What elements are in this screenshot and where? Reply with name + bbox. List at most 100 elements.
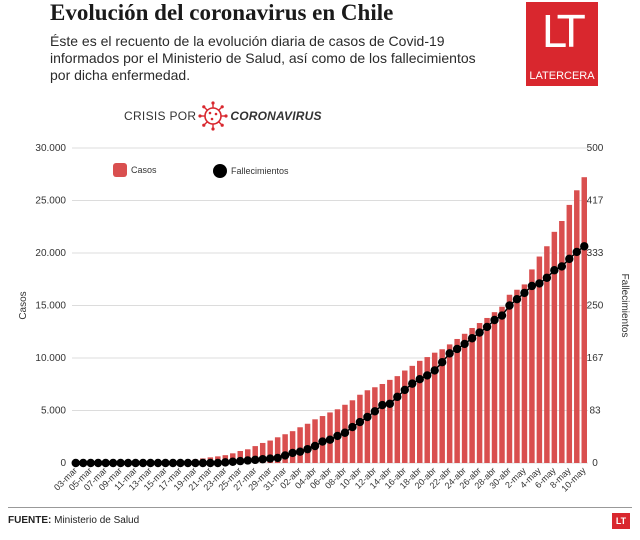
deaths-point bbox=[542, 273, 552, 282]
cases-bar bbox=[581, 177, 587, 463]
deaths-point bbox=[557, 262, 567, 271]
deaths-point bbox=[116, 458, 125, 468]
footer-source-label: FUENTE: bbox=[8, 515, 52, 526]
cases-bar bbox=[566, 204, 573, 463]
cases-bar bbox=[274, 437, 281, 463]
y-tick-label: 5.000 bbox=[41, 406, 66, 417]
legend-label-cases: Casos bbox=[131, 165, 157, 175]
deaths-point bbox=[452, 344, 462, 354]
y2-axis-title: Fallecimientos bbox=[619, 274, 630, 338]
cases-bar bbox=[506, 294, 513, 463]
cases-bar bbox=[551, 231, 558, 463]
cases-bar bbox=[476, 323, 483, 463]
deaths-point bbox=[512, 295, 522, 304]
y-tick-label: 25.000 bbox=[35, 196, 66, 207]
cases-bar bbox=[349, 400, 356, 463]
deaths-point bbox=[430, 366, 439, 375]
deaths-point bbox=[535, 279, 544, 288]
cases-bar bbox=[245, 449, 251, 463]
logo-letters: LT bbox=[541, 7, 584, 58]
footer-source-text: Ministerio de Salud bbox=[51, 515, 140, 526]
footer-logo[interactable]: LT bbox=[612, 513, 630, 529]
cases-bar bbox=[461, 333, 468, 463]
cases-bar bbox=[499, 306, 505, 463]
cases-bar bbox=[514, 289, 520, 463]
deaths-point bbox=[206, 458, 215, 468]
cases-bar bbox=[259, 442, 266, 463]
y2-tick-label: 83 bbox=[589, 406, 601, 417]
deaths-point bbox=[475, 328, 484, 337]
cases-bar bbox=[544, 246, 550, 463]
deaths-point bbox=[550, 266, 559, 275]
deaths-point bbox=[221, 458, 230, 467]
cases-bar bbox=[312, 419, 318, 463]
deaths-point bbox=[497, 311, 507, 320]
deaths-point bbox=[79, 458, 88, 468]
deaths-point bbox=[490, 315, 499, 325]
cases-bar bbox=[402, 370, 408, 463]
cases-bar bbox=[387, 379, 393, 463]
deaths-point bbox=[318, 437, 327, 446]
deaths-point bbox=[251, 455, 260, 465]
deaths-point bbox=[168, 458, 178, 468]
cases-bar bbox=[574, 190, 580, 463]
deaths-point bbox=[191, 458, 200, 468]
deaths-point bbox=[236, 456, 245, 466]
legend-swatch-cases bbox=[113, 163, 127, 177]
deaths-point bbox=[280, 451, 290, 460]
deaths-point bbox=[108, 458, 118, 468]
cases-bar bbox=[439, 349, 445, 463]
y-tick-label: 10.000 bbox=[35, 353, 66, 364]
chart-title: Evolución del coronavirus en Chile bbox=[50, 0, 394, 25]
deaths-point bbox=[153, 458, 163, 468]
cases-bar bbox=[297, 427, 303, 463]
deaths-point bbox=[340, 428, 350, 437]
la-tercera-logo[interactable]: LT LATERCERA bbox=[526, 2, 598, 86]
cases-bar bbox=[267, 440, 273, 463]
cases-deaths-chart: 30.000 25.000 20.000 15.000 10.000 5.000 0 500 4… bbox=[18, 143, 630, 494]
y2-tick-label: 500 bbox=[587, 143, 604, 154]
deaths-point bbox=[415, 375, 424, 384]
cases-bar bbox=[536, 256, 543, 463]
section-tag: CRISIS POR CORONAVIRUS bbox=[124, 101, 322, 131]
deaths-point bbox=[527, 281, 537, 291]
deaths-point bbox=[93, 458, 103, 468]
deaths-point bbox=[101, 458, 110, 468]
deaths-point bbox=[400, 385, 409, 395]
y2-tick-label: 0 bbox=[592, 458, 598, 469]
deaths-point bbox=[467, 334, 477, 343]
deaths-point bbox=[408, 379, 417, 388]
footer-divider bbox=[8, 507, 632, 508]
deaths-point bbox=[86, 458, 95, 468]
deaths-point bbox=[176, 458, 185, 468]
deaths-point bbox=[265, 454, 275, 463]
deaths-point bbox=[437, 358, 447, 367]
cases-bar bbox=[304, 423, 311, 463]
deaths-point bbox=[393, 392, 402, 402]
deaths-point bbox=[138, 458, 148, 468]
chart-subtitle: Éste es el recuento de la evolución diar… bbox=[50, 33, 476, 83]
deaths-point bbox=[565, 254, 574, 264]
cases-bar bbox=[431, 352, 438, 463]
deaths-point bbox=[123, 458, 133, 468]
cases-bar bbox=[491, 312, 498, 463]
cases-bar bbox=[521, 284, 528, 463]
cases-bar bbox=[424, 357, 430, 463]
footer-source: FUENTE: Ministerio de Salud bbox=[8, 515, 139, 526]
deaths-point bbox=[363, 412, 372, 422]
deaths-point bbox=[288, 448, 297, 458]
cases-bar bbox=[559, 221, 565, 463]
deaths-point bbox=[333, 431, 342, 441]
deaths-point bbox=[183, 458, 193, 468]
deaths-point bbox=[198, 458, 208, 468]
y2-tick-label: 333 bbox=[587, 248, 604, 259]
y-tick-label: 20.000 bbox=[35, 248, 66, 259]
cases-bar bbox=[289, 431, 296, 463]
deaths-point bbox=[385, 399, 395, 408]
y2-tick-label: 167 bbox=[587, 353, 604, 364]
y-axis-title: Casos bbox=[18, 291, 29, 319]
section-tag-suffix: CORONAVIRUS bbox=[230, 109, 322, 123]
deaths-point bbox=[295, 447, 305, 456]
section-tag-prefix: CRISIS POR bbox=[124, 109, 197, 123]
deaths-point bbox=[580, 242, 589, 251]
